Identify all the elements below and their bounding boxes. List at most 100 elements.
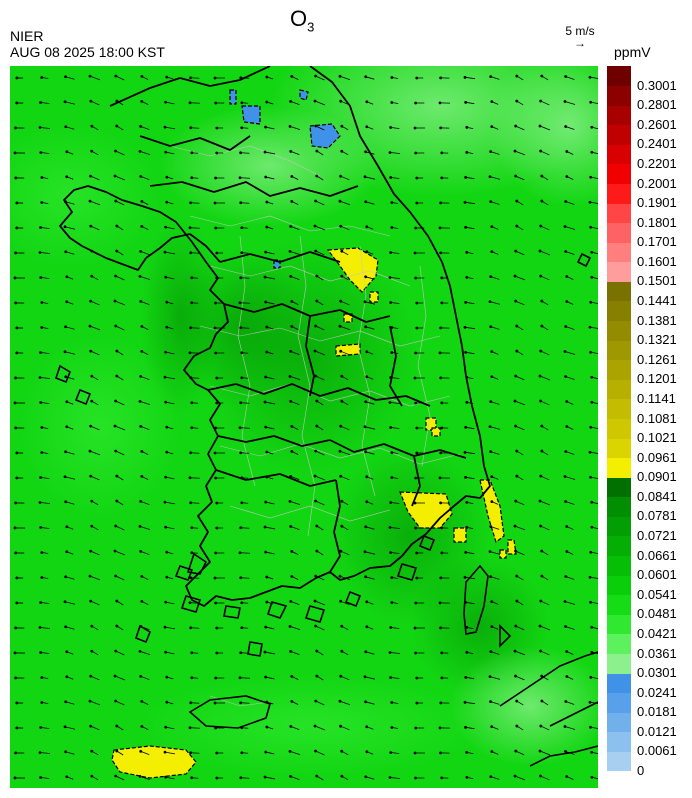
wind-arrow-head xyxy=(564,375,568,378)
wind-arrow xyxy=(240,202,250,204)
wind-arrow-head xyxy=(289,474,293,478)
wind-arrow-head xyxy=(265,450,269,454)
wind-arrow-head xyxy=(264,375,268,379)
wind-arrow-head xyxy=(463,75,467,79)
wind-arrow xyxy=(240,527,250,529)
wind-arrow-head xyxy=(140,699,144,703)
wind-arrow xyxy=(39,627,51,629)
colorbar-swatch xyxy=(607,516,631,537)
wind-arrow-head xyxy=(365,250,369,254)
wind-arrow xyxy=(65,76,75,80)
wind-arrow-head xyxy=(290,324,294,328)
wind-arrow-head xyxy=(313,474,317,478)
wind-arrow-head xyxy=(139,124,142,128)
wind-arrow xyxy=(465,426,475,430)
wind-arrow-head xyxy=(490,125,494,128)
wind-arrow-head xyxy=(590,525,594,529)
wind-arrow-head xyxy=(139,499,143,503)
wind-arrow-head xyxy=(264,175,268,179)
wind-arrow-head xyxy=(239,151,243,155)
wind-arrow xyxy=(589,451,598,454)
wind-arrow xyxy=(39,377,51,379)
wind-arrow-head xyxy=(314,124,318,128)
wind-arrow-head xyxy=(15,451,19,455)
wind-arrow-head xyxy=(40,176,44,179)
wind-arrow-head xyxy=(540,324,544,328)
wind-arrow-head xyxy=(564,75,568,78)
wind-arrow xyxy=(564,726,576,730)
wind-arrow-head xyxy=(265,475,269,479)
wind-arrow-head xyxy=(388,526,392,529)
wind-arrow-head xyxy=(65,300,69,304)
wind-arrow-head xyxy=(438,101,442,105)
wind-arrow-head xyxy=(340,124,344,128)
wind-arrow-head xyxy=(365,225,369,229)
wind-arrow-head xyxy=(540,574,544,578)
wind-arrow-head xyxy=(89,674,93,678)
wind-arrow xyxy=(289,750,301,756)
wind-arrow-head xyxy=(538,624,542,628)
wind-arrow-head xyxy=(138,399,142,403)
wind-arrow-head xyxy=(113,299,117,303)
wind-arrow xyxy=(515,300,525,306)
wind-arrow-head xyxy=(90,649,94,653)
ozone-map xyxy=(10,66,598,788)
wind-arrow xyxy=(340,175,350,181)
wind-arrow-head xyxy=(389,376,393,379)
wind-arrow-head xyxy=(415,301,419,305)
wind-arrow-head xyxy=(515,74,519,78)
colorbar-tick-label: 0.1701 xyxy=(637,234,677,250)
wind-arrow-head xyxy=(490,350,494,353)
wind-arrow xyxy=(65,376,75,380)
wind-arrow-head xyxy=(14,501,18,505)
wind-arrow xyxy=(389,527,401,529)
wind-arrow-head xyxy=(64,750,68,754)
wind-arrow-head xyxy=(440,401,444,405)
wind-arrow xyxy=(239,677,251,679)
wind-arrow xyxy=(65,501,75,505)
wind-arrow xyxy=(340,600,350,606)
wind-arrow-head xyxy=(414,226,418,230)
wind-arrow-head xyxy=(440,776,444,780)
wind-arrow-head xyxy=(515,199,519,203)
wind-arrow-head xyxy=(565,175,569,178)
wind-arrow xyxy=(590,101,598,104)
wind-arrow xyxy=(65,251,75,255)
wind-arrow xyxy=(465,226,475,230)
wind-arrow-head xyxy=(139,749,143,753)
wind-arrow-head xyxy=(190,651,194,655)
wind-arrow xyxy=(314,100,326,106)
wind-arrow xyxy=(590,301,598,304)
colorbar-swatch xyxy=(607,124,631,145)
wind-arrow-head xyxy=(438,351,442,355)
wind-arrow xyxy=(289,125,301,131)
wind-arrow xyxy=(540,600,550,606)
wind-arrow-head xyxy=(365,600,369,604)
wind-arrow-head xyxy=(39,351,43,354)
wind-arrow-head xyxy=(164,775,168,779)
wind-arrow xyxy=(190,377,200,379)
wind-arrow-head xyxy=(215,501,219,505)
wind-arrow-head xyxy=(589,100,593,104)
wind-arrow xyxy=(89,75,101,81)
wind-arrow-head xyxy=(340,774,344,778)
wind-arrow-head xyxy=(414,151,418,155)
wind-arrow-head xyxy=(163,500,167,504)
colorbar-tick-label: 0.1141 xyxy=(637,390,676,406)
wind-arrow xyxy=(240,327,250,329)
wind-arrow xyxy=(515,550,525,556)
wind-arrow xyxy=(164,501,176,505)
colorbar-swatch xyxy=(607,692,631,713)
wind-arrow-head xyxy=(440,276,444,280)
wind-arrow-head xyxy=(463,575,467,579)
wind-arrow-head xyxy=(139,674,143,678)
wind-arrow-head xyxy=(389,301,393,304)
wind-arrow-head xyxy=(465,500,469,504)
wind-arrow-head xyxy=(515,349,519,353)
wind-arrow-head xyxy=(64,325,68,329)
wind-arrow-head xyxy=(40,576,44,579)
wind-arrow xyxy=(140,501,150,505)
wind-arrow-head xyxy=(463,200,467,204)
wind-arrow xyxy=(539,250,551,256)
wind-arrow-head xyxy=(15,601,19,605)
